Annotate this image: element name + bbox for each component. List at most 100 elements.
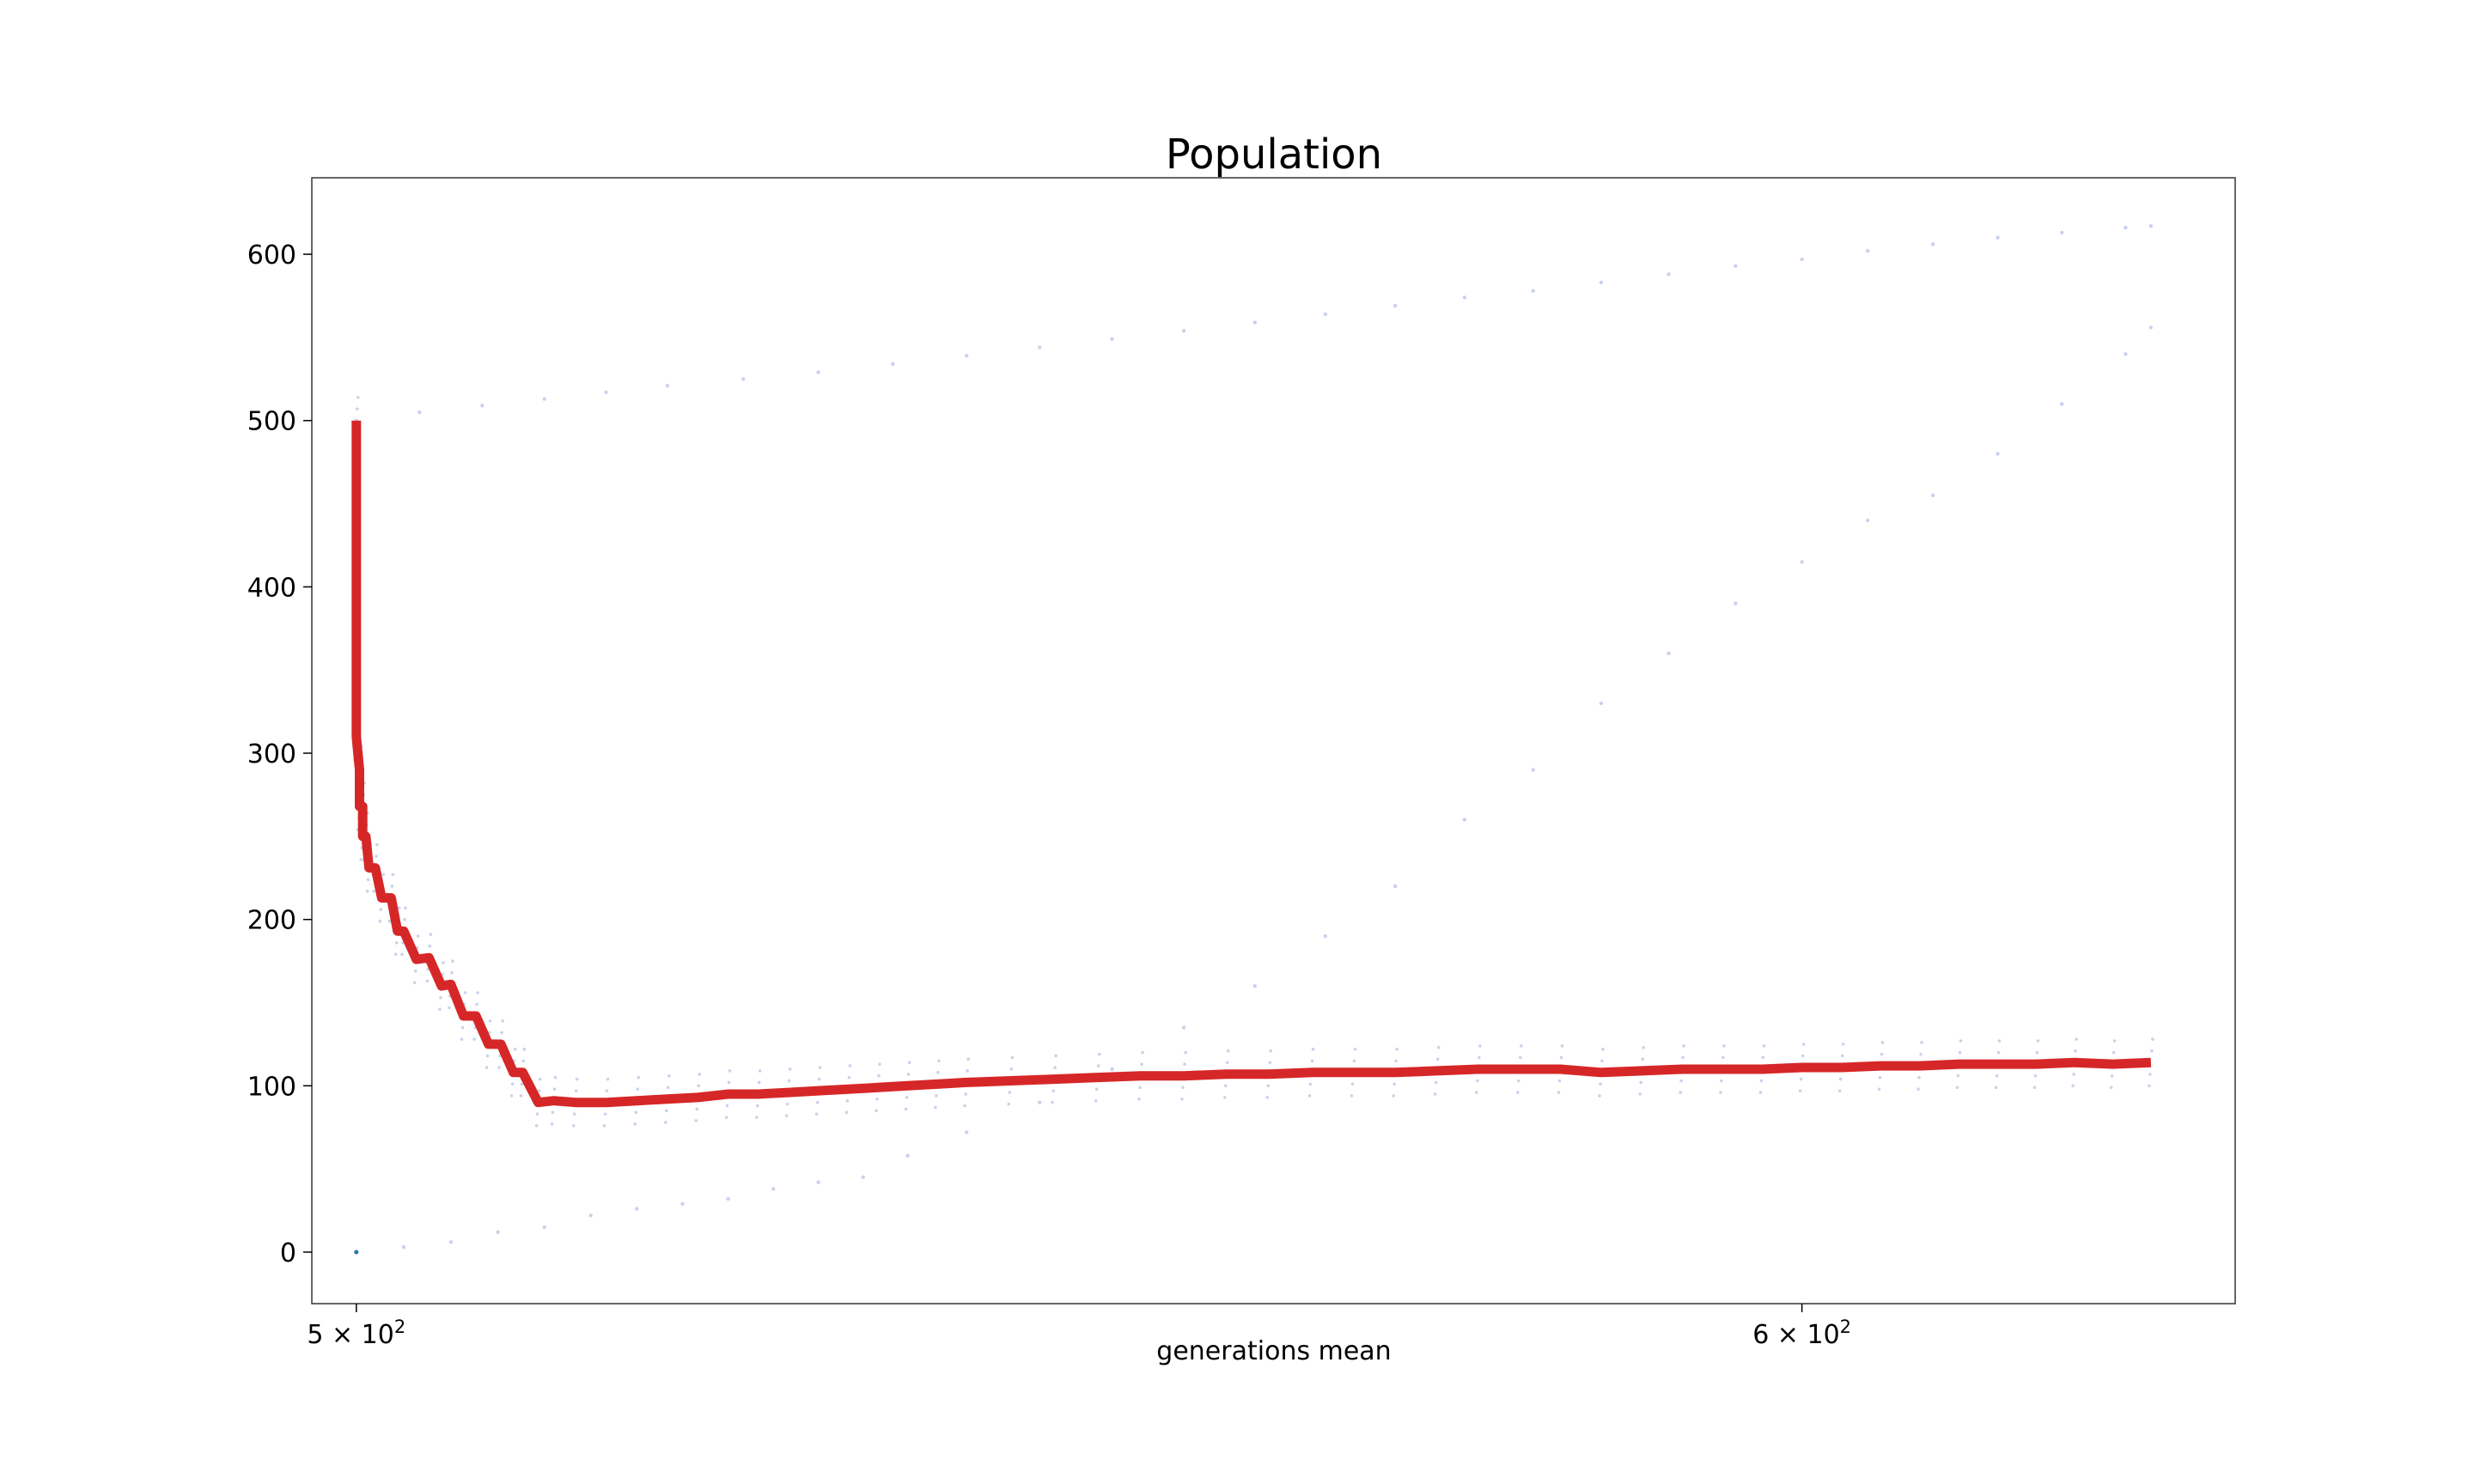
spread-point [665,383,670,388]
spread-point [460,1025,465,1030]
spread-point [572,1112,576,1116]
spread-point [1956,1073,1960,1078]
spread-point [1600,1059,1604,1063]
spread-point [1478,1055,1481,1060]
spread-point [1094,1087,1099,1091]
spread-point [633,1122,637,1126]
spread-point [522,1047,527,1051]
spread-point [785,1102,789,1106]
start-point [354,1250,359,1255]
spread-point [680,1201,685,1207]
spread-point [1996,452,2000,456]
spread-point [416,934,420,938]
spread-point [1667,651,1671,656]
spread-point [571,1123,576,1128]
spread-point [634,1110,638,1115]
spread-point [1679,1079,1683,1083]
spread-point [381,873,386,877]
spread-point [771,1187,776,1191]
spread-point [1140,1062,1143,1066]
series-line-population [351,420,2152,1108]
spread-point [664,1121,667,1124]
spread-point [1996,235,2000,240]
spread-point [848,1064,852,1067]
spread-point [2124,225,2128,230]
spread-point [375,855,378,858]
spread-point [875,1098,879,1101]
spread-point [1434,1080,1438,1085]
spread-point [1599,701,1604,706]
spread-point [1323,934,1328,939]
spread-point [815,1100,820,1104]
spread-point [1877,1087,1881,1091]
spread-point [2035,1050,2039,1055]
spread-point [1759,1079,1764,1083]
spread-point [1679,1091,1682,1094]
spread-point [1009,1067,1014,1071]
spread-point [861,1175,865,1180]
spread-point [1531,289,1535,293]
spread-point [397,906,401,909]
spread-point [2111,1050,2116,1055]
spread-point [845,1098,850,1103]
spread-point [1878,1075,1882,1080]
spread-point [964,1092,967,1096]
spread-point [1955,1086,1959,1090]
spread-point [817,1077,821,1081]
spread-point [665,1109,668,1113]
spread-point [2150,1049,2154,1053]
spread-point [551,1110,555,1115]
spread-point [874,1109,878,1113]
spread-point [359,858,363,861]
spread-point [1181,1086,1185,1090]
spread-point [1435,1057,1440,1061]
spread-point [1224,1084,1228,1088]
spread-point [935,1094,938,1098]
spread-point [891,362,895,367]
spread-point [550,1122,554,1126]
spread-point [484,1066,489,1069]
spread-point [413,969,417,973]
spread-point [2148,1084,2151,1088]
spread-point [1800,257,1804,262]
spread-point [488,1019,492,1023]
spread-point [1350,1082,1355,1086]
spread-point [726,1196,730,1201]
spread-point [510,1082,515,1086]
spread-point [1531,768,1535,772]
spread-point [1183,1062,1186,1066]
spread-point [1436,1045,1441,1049]
spread-point [784,1114,789,1117]
spread-point [1601,1047,1605,1051]
spread-point [602,1123,606,1128]
y-tick-label: 300 [247,739,296,769]
spread-point [1137,1098,1141,1101]
spread-point [1096,1064,1100,1067]
spread-point [1515,1091,1520,1094]
spread-point [2032,1086,2037,1090]
spread-point [2112,1039,2117,1043]
spread-point [1557,1091,1561,1094]
spread-point [393,952,398,957]
spread-point [387,919,392,923]
spread-point [2148,1072,2152,1076]
spread-point [1051,1089,1055,1092]
spread-point [1350,1094,1354,1098]
spread-point [1721,1055,1725,1060]
spread-point [1518,1055,1522,1060]
x-axis-label: generations mean [1156,1336,1391,1366]
spread-point [1054,1054,1057,1058]
spread-point [635,1207,639,1211]
spread-point [438,1007,442,1012]
spread-point [964,354,969,358]
spread-point [401,1244,406,1250]
chart-title: Population [1166,131,1382,179]
spread-point [1475,1091,1478,1094]
spread-point [1761,1055,1765,1060]
spread-point [365,889,369,893]
spread-point [727,1080,731,1085]
spread-point [1038,345,1042,350]
spread-point [1638,1092,1642,1096]
plot-frame [311,177,2236,1305]
spread-point [1010,1055,1015,1060]
